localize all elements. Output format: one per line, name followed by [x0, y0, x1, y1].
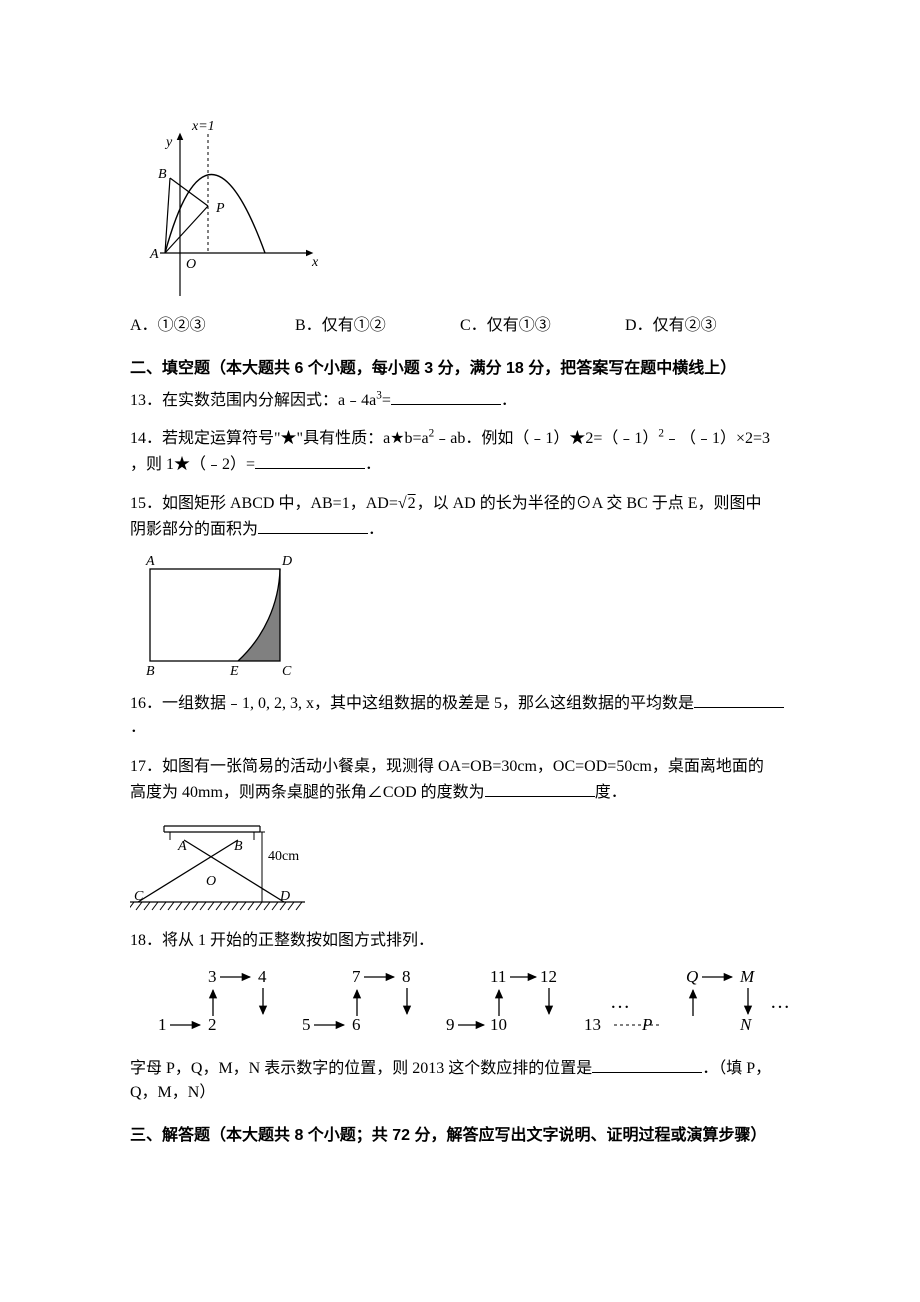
- svg-text:11: 11: [490, 967, 506, 986]
- question-12: x=1 y x A B P O A．①②③ B．仅有①② C．仅有①③ D．仅有…: [130, 116, 790, 339]
- q17-figure: A B O C D 40cm: [130, 810, 315, 915]
- svg-text:A: A: [145, 554, 155, 569]
- svg-text:5: 5: [302, 1015, 311, 1034]
- question-13: 13．在实数范围内分解因式：a﹣4a3=．: [130, 388, 790, 414]
- q12-option-a: A．①②③: [130, 314, 295, 339]
- svg-text:E: E: [229, 664, 239, 677]
- question-16: 16．一组数据﹣1, 0, 2, 3, x，其中这组数据的极差是 5，那么这组数…: [130, 691, 790, 742]
- question-14: 14．若规定运算符号"★"具有性质：a★b=a2﹣ab．例如（﹣1）★2=（﹣1…: [130, 427, 790, 478]
- section-3-title: 三、解答题（本大题共 8 个小题；共 72 分，解答应写出文字说明、证明过程或演…: [130, 1124, 790, 1149]
- svg-text:3: 3: [208, 967, 217, 986]
- svg-text:A: A: [177, 839, 187, 854]
- section-2-title: 二、填空题（本大题共 6 个小题，每小题 3 分，满分 18 分，把答案写在题中…: [130, 357, 790, 382]
- q12-figure: x=1 y x A B P O: [130, 116, 320, 306]
- q16-blank: [694, 691, 784, 708]
- svg-text:…: …: [770, 991, 790, 1013]
- svg-text:N: N: [739, 1015, 753, 1034]
- svg-text:B: B: [158, 167, 167, 182]
- svg-text:Q: Q: [686, 967, 698, 986]
- svg-text:13: 13: [584, 1015, 601, 1034]
- svg-text:7: 7: [352, 967, 361, 986]
- svg-text:D: D: [279, 889, 290, 904]
- svg-text:1: 1: [158, 1015, 167, 1034]
- svg-text:12: 12: [540, 967, 557, 986]
- svg-text:6: 6: [352, 1015, 361, 1034]
- svg-text:C: C: [282, 664, 292, 677]
- question-17: 17．如图有一张简易的活动小餐桌，现测得 OA=OB=30cm，OC=OD=50…: [130, 755, 790, 915]
- svg-text:B: B: [234, 839, 243, 854]
- q17-blank: [485, 780, 595, 797]
- svg-text:4: 4: [258, 967, 267, 986]
- svg-text:40cm: 40cm: [268, 849, 299, 864]
- svg-text:y: y: [164, 135, 173, 150]
- svg-text:P: P: [215, 201, 225, 216]
- svg-text:A: A: [149, 247, 159, 262]
- question-15: 15．如图矩形 ABCD 中，AB=1，AD=√2，以 AD 的长为半径的⊙A …: [130, 492, 790, 677]
- q12-option-d: D．仅有②③: [625, 314, 790, 339]
- svg-text:M: M: [739, 967, 755, 986]
- svg-text:9: 9: [446, 1015, 455, 1034]
- svg-text:2: 2: [208, 1015, 217, 1034]
- svg-text:O: O: [206, 874, 216, 889]
- q12-option-b: B．仅有①②: [295, 314, 460, 339]
- svg-text:O: O: [186, 257, 196, 272]
- q15-figure: A D B E C: [130, 547, 300, 677]
- svg-text:C: C: [134, 889, 144, 904]
- svg-text:…: …: [610, 991, 630, 1013]
- q14-blank: [255, 452, 365, 469]
- svg-text:B: B: [146, 664, 155, 677]
- svg-text:x=1: x=1: [191, 119, 215, 134]
- q15-blank: [258, 517, 368, 534]
- q12-option-c: C．仅有①③: [460, 314, 625, 339]
- svg-text:x: x: [311, 255, 319, 270]
- q12-options: A．①②③ B．仅有①② C．仅有①③ D．仅有②③: [130, 314, 790, 339]
- svg-text:8: 8: [402, 967, 411, 986]
- q13-blank: [391, 388, 501, 405]
- q18-blank: [592, 1056, 702, 1073]
- svg-text:D: D: [281, 554, 292, 569]
- svg-text:10: 10: [490, 1015, 507, 1034]
- q18-figure: 1 2 5 6 9 10 13 3 4 7 8 11 12 Q M P N … …: [150, 958, 790, 1048]
- question-18: 18．将从 1 开始的正整数按如图方式排列． 1 2 5 6 9 10 13 3…: [130, 929, 790, 1106]
